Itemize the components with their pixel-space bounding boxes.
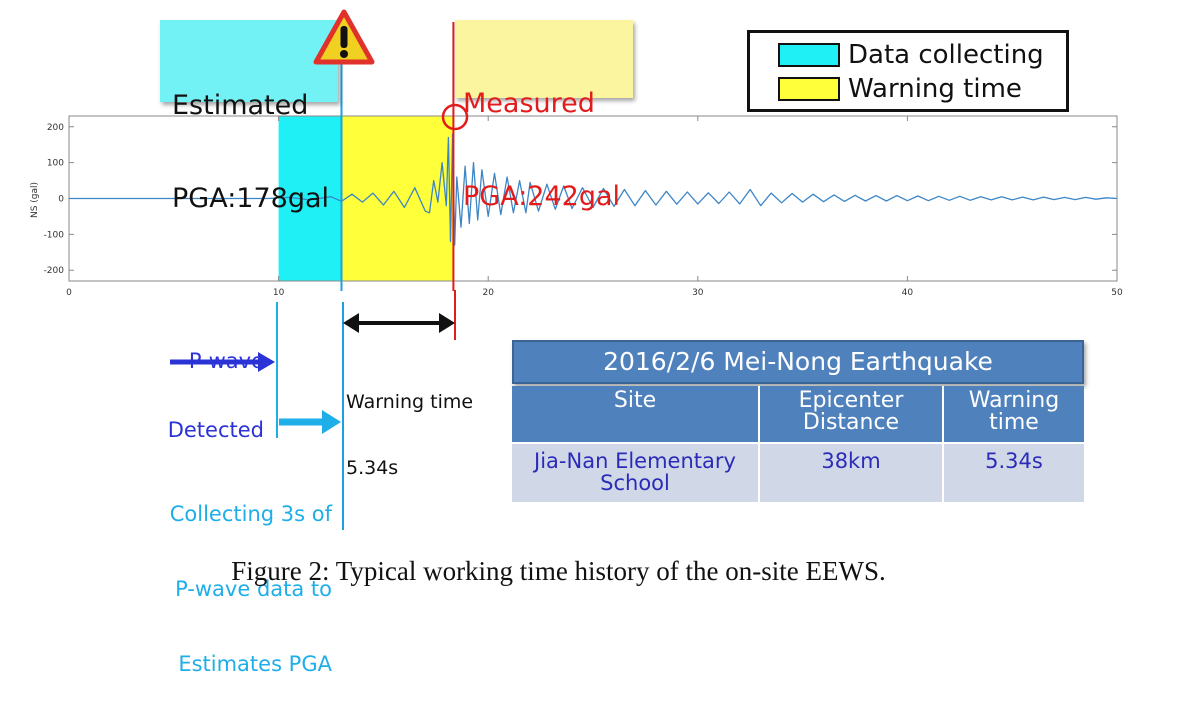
y-tick-label: 100 <box>47 159 64 169</box>
y-tick-label: -200 <box>44 266 65 276</box>
measured-line1: Measured <box>463 88 595 119</box>
warning-time-label: Warning time 5.34s <box>346 347 473 501</box>
series-layer <box>69 133 1118 246</box>
regions-layer <box>278 116 454 281</box>
table-title-bar: 2016/2/6 Mei-Nong Earthquake <box>512 340 1084 384</box>
legend-swatch-data-collecting <box>778 43 840 67</box>
x-tick-label: 0 <box>66 288 72 298</box>
estimated-line2: PGA:178gal <box>172 183 330 214</box>
series-line-0 <box>69 133 1118 246</box>
warning-arrowhead-right <box>439 313 455 333</box>
pwave-arrowhead <box>258 352 275 372</box>
x-tick-label: 30 <box>692 288 704 298</box>
markers-layer <box>340 22 455 291</box>
y-axis-label: NS (gal) <box>30 182 40 218</box>
legend-label-warning-time: Warning time <box>848 74 1022 104</box>
pwave-line1: P-wave <box>188 349 264 373</box>
x-tick-label: 20 <box>482 288 494 298</box>
collecting-arrowhead <box>322 410 341 434</box>
table-divider-2 <box>942 386 944 502</box>
measured-pga-box <box>455 20 633 98</box>
annotation-graphics <box>170 290 456 530</box>
measured-pga-circle <box>441 103 469 131</box>
legend: Data collecting Warning time <box>747 30 1069 112</box>
estimated-pga-box <box>160 20 338 102</box>
table-title: 2016/2/6 Mei-Nong Earthquake <box>603 347 993 376</box>
y-tick-label: 0 <box>58 195 64 205</box>
measured-pga-label: Measured PGA:242gal <box>463 26 620 243</box>
header-distance: Epicenter Distance <box>798 388 904 435</box>
pwave-label: P-wave Detected <box>164 304 264 465</box>
region-1 <box>341 116 454 281</box>
header-warning: Warning time <box>968 388 1060 435</box>
pwave-line2: Detected <box>167 418 264 442</box>
table-data-row: Jia-Nan Elementary School 38km 5.34s <box>512 444 1084 502</box>
table-divider-1 <box>758 386 760 502</box>
cell-site: Jia-Nan Elementary School <box>534 449 736 495</box>
measured-line2: PGA:242gal <box>463 181 621 212</box>
earthquake-table: 2016/2/6 Mei-Nong Earthquake Site Epicen… <box>512 340 1084 502</box>
x-tick-label: 50 <box>1111 288 1123 298</box>
collecting-line1: Collecting 3s of <box>169 502 332 526</box>
estimated-line1: Estimated <box>172 90 309 121</box>
region-0 <box>278 116 342 281</box>
y-tick-label: -100 <box>44 230 65 240</box>
estimated-pga-label: Estimated PGA:178gal <box>172 28 329 245</box>
table-header-row: Site Epicenter Distance Warning time <box>512 386 1084 442</box>
collecting-line3: Estimates PGA <box>178 652 332 676</box>
warning-line1: Warning time <box>346 391 474 413</box>
cell-distance: 38km <box>821 449 881 473</box>
legend-swatch-warning-time <box>778 77 840 101</box>
y-tick-label: 200 <box>47 123 64 133</box>
x-tick-label: 10 <box>273 288 285 298</box>
warning-icon <box>313 9 375 65</box>
collecting-line2: P-wave data to <box>175 577 332 601</box>
cell-warning: 5.34s <box>985 449 1043 473</box>
x-tick-label: 40 <box>902 288 914 298</box>
warning-line2: 5.34s <box>346 457 399 479</box>
seismogram-chart: 0 10 20 30 40 50 200 100 0 -100 -200 NS (gal) <box>30 22 1123 298</box>
warning-arrowhead-left <box>343 313 359 333</box>
legend-label-data-collecting: Data collecting <box>848 40 1044 70</box>
figure-caption: Figure 2: Typical working time history o… <box>231 556 886 586</box>
header-site: Site <box>613 388 657 413</box>
